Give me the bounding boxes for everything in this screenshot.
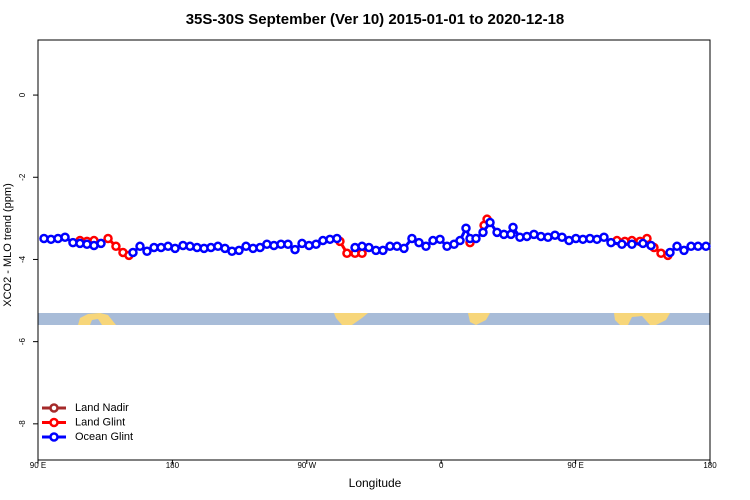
data-point (414, 237, 424, 248)
y-tick-label: -4 (18, 255, 27, 263)
data-point (435, 234, 445, 245)
y-tick-label: -6 (18, 338, 27, 346)
x-axis-label: Longitude (349, 476, 402, 490)
legend-marker (49, 432, 59, 442)
data-point (455, 235, 465, 246)
data-point (679, 245, 689, 256)
x-tick-label: 180 (166, 461, 180, 470)
data-point (508, 222, 518, 233)
y-tick-label: -8 (18, 420, 27, 428)
legend-marker (49, 417, 59, 428)
y-axis-label: XCO2 - MLO trend (ppm) (2, 183, 14, 306)
data-point (606, 237, 616, 248)
data-point (617, 239, 627, 249)
data-point (557, 232, 567, 243)
data-point (135, 241, 145, 252)
legend-marker (49, 403, 59, 413)
data-point (234, 245, 244, 256)
legend-label: Ocean Glint (75, 431, 133, 443)
data-point (638, 238, 648, 249)
data-point (128, 247, 138, 258)
legend-label: Land Glint (75, 416, 125, 428)
data-point (399, 243, 409, 254)
data-point (170, 243, 180, 254)
data-point (142, 246, 152, 256)
data-point (311, 239, 321, 249)
x-tick-label: 90 E (567, 461, 583, 470)
data-point (96, 238, 106, 249)
data-point (407, 233, 417, 244)
data-point (693, 241, 703, 252)
y-tick-label: -2 (18, 173, 27, 181)
data-point (283, 239, 293, 249)
data-point (665, 247, 675, 258)
legend-label: Land Nadir (75, 402, 129, 414)
data-point (60, 232, 70, 243)
x-tick-label: 180 (703, 461, 717, 470)
data-point (421, 241, 431, 252)
data-point (701, 241, 711, 252)
data-point (290, 244, 300, 255)
x-tick-label: 90 W (297, 461, 316, 470)
chart-title: 35S-30S September (Ver 10) 2015-01-01 to… (186, 11, 565, 28)
x-tick-label: 90 E (30, 461, 46, 470)
data-point (627, 239, 637, 249)
data-point (485, 217, 495, 228)
data-point (332, 233, 342, 244)
map-strip (38, 313, 710, 325)
plot-frame (37, 39, 711, 461)
data-point (599, 232, 609, 243)
data-point (471, 233, 481, 244)
y-tick-label: 0 (18, 92, 27, 97)
data-point (646, 240, 656, 251)
data-point (461, 223, 471, 233)
x-tick-label: 0 (439, 461, 444, 470)
data-point (111, 241, 121, 252)
data-point (378, 245, 388, 256)
data-point (478, 227, 488, 238)
data-point (342, 248, 352, 259)
data-point (672, 241, 682, 252)
data-point (103, 233, 113, 244)
